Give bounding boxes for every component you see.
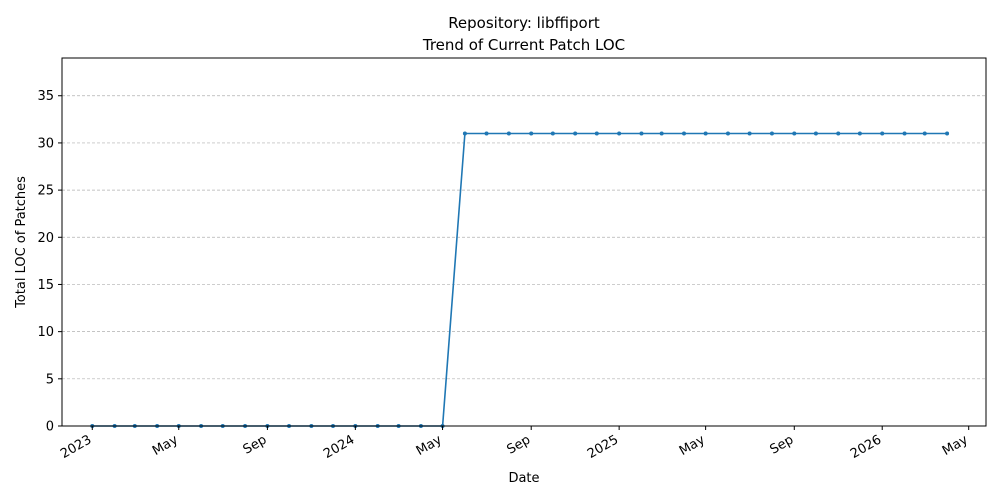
y-tick-label: 10 [37, 325, 54, 340]
data-point [682, 131, 687, 136]
data-point [725, 131, 730, 136]
data-point [617, 131, 622, 136]
chart-subtitle: Trend of Current Patch LOC [422, 36, 625, 54]
x-tick-label: May [414, 432, 445, 459]
chart-title: Repository: libffiport [448, 14, 600, 32]
y-tick-label: 0 [46, 420, 54, 435]
data-point [880, 131, 885, 136]
y-axis-ticks: 0 5 10 15 20 25 30 35 [37, 89, 62, 435]
x-tick-label: 2025 [585, 432, 621, 462]
data-point [857, 131, 862, 136]
y-tick-label: 20 [37, 231, 54, 246]
y-axis-label: Total LOC of Patches [14, 176, 29, 309]
x-tick-label: 2023 [58, 432, 94, 462]
x-tick-label: May [150, 432, 181, 459]
series-group [90, 131, 950, 428]
x-axis-ticks: 2023 May Sep 2024 May Sep 2025 May Sep 2026 May [58, 426, 971, 462]
x-tick-label: May [677, 432, 708, 459]
x-tick-label: 2024 [321, 432, 357, 462]
y-tick-label: 5 [46, 372, 54, 387]
y-tick-label: 15 [37, 278, 54, 293]
data-point [813, 131, 818, 136]
data-point [659, 131, 664, 136]
y-tick-label: 30 [37, 136, 54, 151]
data-point [836, 131, 841, 136]
x-axis-label: Date [508, 471, 539, 486]
x-tick-label: Sep [241, 432, 270, 457]
data-point [902, 131, 907, 136]
data-point [462, 131, 467, 136]
data-point [922, 131, 927, 136]
grid-lines [62, 95, 986, 380]
data-point [639, 131, 644, 136]
x-tick-label: 2026 [848, 432, 884, 462]
y-tick-label: 25 [37, 184, 54, 199]
data-point [792, 131, 797, 136]
data-point [703, 131, 708, 136]
data-point [529, 131, 534, 136]
x-tick-label: May [940, 432, 971, 459]
plot-frame [61, 57, 987, 427]
data-point [506, 131, 511, 136]
data-point [573, 131, 578, 136]
x-tick-label: Sep [768, 432, 797, 457]
data-point [594, 131, 599, 136]
x-tick-label: Sep [504, 432, 533, 457]
series-line [92, 132, 948, 427]
data-point [747, 131, 752, 136]
data-point [550, 131, 555, 136]
data-point [484, 131, 489, 136]
data-point [945, 131, 950, 136]
data-point [769, 131, 774, 136]
y-tick-label: 35 [37, 89, 54, 104]
